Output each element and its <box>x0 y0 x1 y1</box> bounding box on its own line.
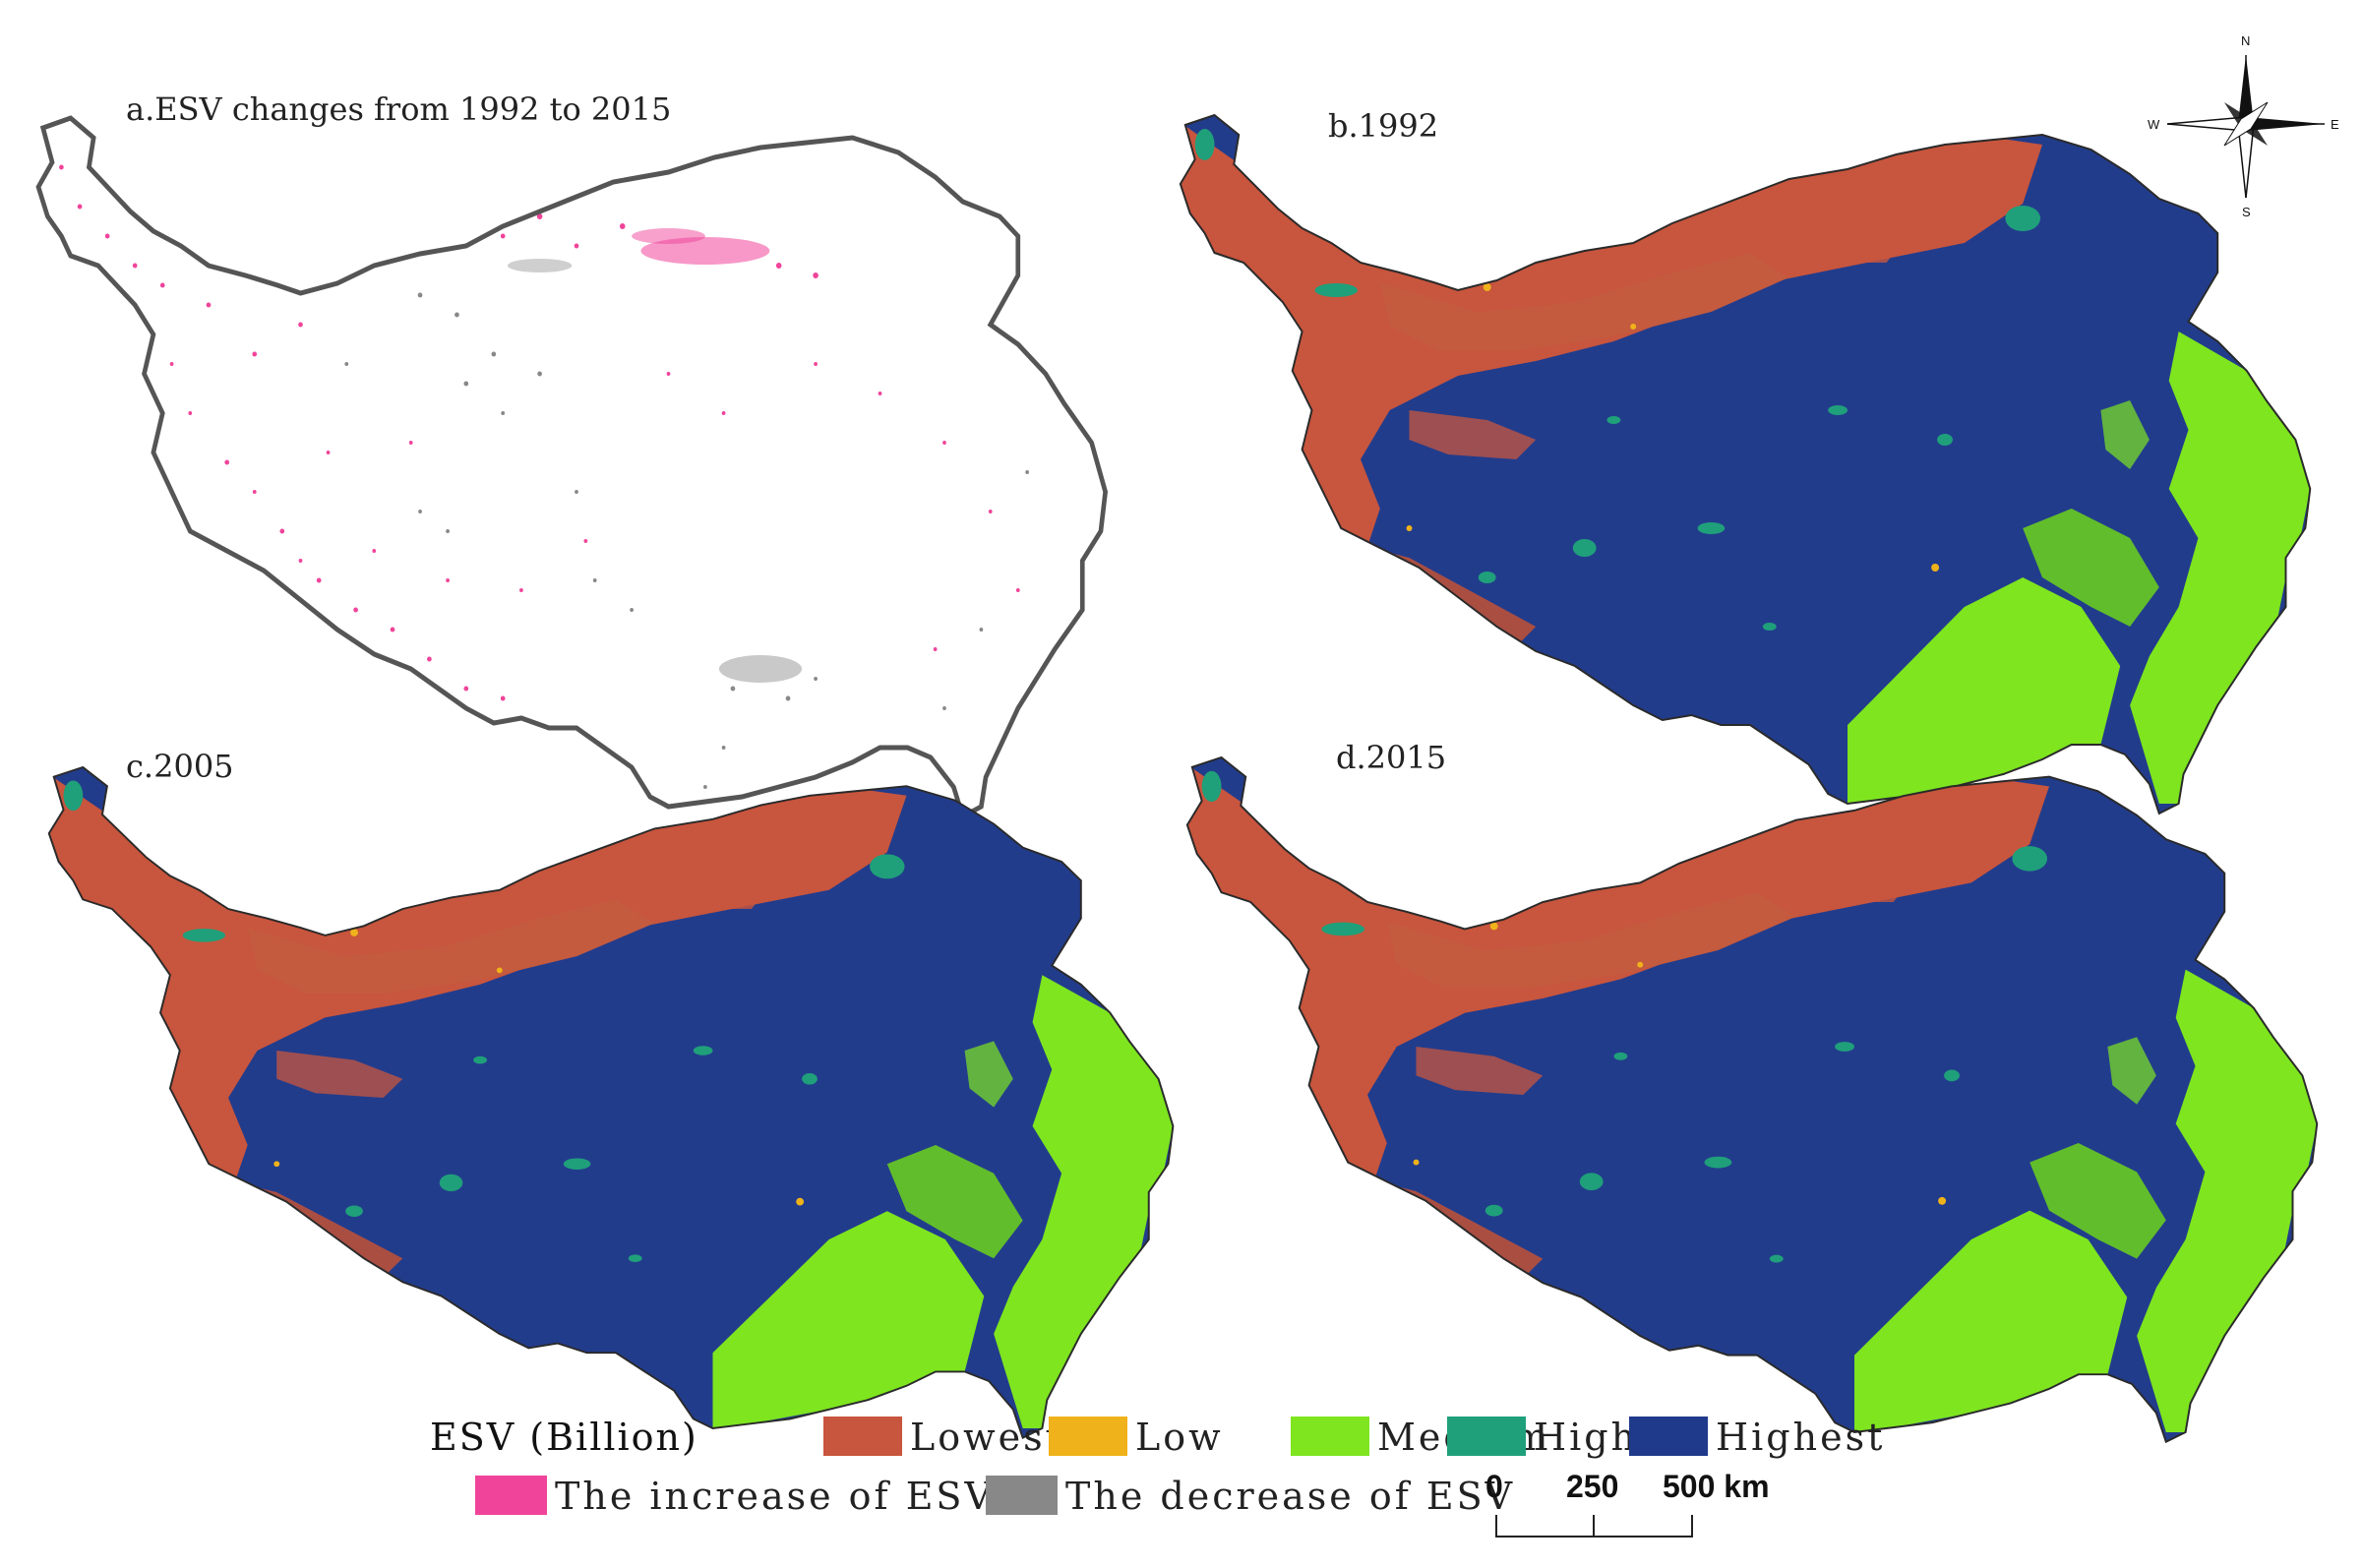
legend-label-low: Low <box>1135 1416 1224 1459</box>
scale-tick-0: 0 <box>1485 1469 1503 1504</box>
panel-b-title: b.1992 <box>1328 107 1438 145</box>
compass-s-label: S <box>2242 205 2251 219</box>
panel-a: a.ESV changes from 1992 to 2015 <box>38 90 1106 816</box>
legend-changes: The increase of ESV The decrease of ESV <box>475 1475 1515 1518</box>
legend-swatch-high <box>1447 1417 1526 1456</box>
legend-swatch-medium <box>1291 1417 1369 1456</box>
north-pointer-icon <box>2238 55 2254 132</box>
legend-swatch-lowest <box>823 1417 902 1456</box>
legend-label-highest: Highest <box>1716 1416 1885 1459</box>
scale-bar-line <box>1495 1515 1693 1538</box>
esv-map-2015 <box>1163 748 2351 1461</box>
panel-a-title: a.ESV changes from 1992 to 2015 <box>126 90 671 128</box>
esv-map-1992 <box>1156 105 2344 833</box>
legend-title: ESV (Billion) <box>430 1416 698 1459</box>
legend-classes: LowestLowMediumHighHighest <box>823 1416 1885 1459</box>
legend-label-high: High <box>1534 1416 1638 1459</box>
panel-d: d.2015 <box>1163 739 2351 1461</box>
legend-swatch-increase <box>475 1476 547 1515</box>
legend-label-lowest: Lowest <box>910 1416 1063 1459</box>
legend-swatch-decrease <box>986 1476 1058 1515</box>
scale-tick-250: 250 <box>1566 1469 1618 1504</box>
panel-c-title: c.2005 <box>126 748 234 785</box>
compass-e-label: E <box>2331 117 2339 132</box>
compass-w-label: W <box>2148 117 2160 132</box>
legend-swatch-highest <box>1629 1417 1708 1456</box>
scale-bar: 0 250 500 km <box>1485 1469 1770 1538</box>
panel-d-title: d.2015 <box>1336 739 1446 776</box>
east-pointer-icon <box>2240 117 2325 131</box>
compass-n-label: N <box>2241 33 2250 48</box>
legend-label-increase: The increase of ESV <box>555 1475 995 1518</box>
panel-b: b.1992 <box>1156 105 2344 833</box>
esv-map-2005 <box>25 757 1207 1456</box>
legend-swatch-low <box>1049 1417 1127 1456</box>
panel-c: c.2005 <box>25 748 1207 1457</box>
legend: ESV (Billion) LowestLowMediumHighHighest… <box>430 1416 1885 1518</box>
legend-label-decrease: The decrease of ESV <box>1065 1475 1515 1518</box>
scale-tick-500: 500 km <box>1663 1469 1770 1504</box>
change-map-a <box>38 118 1106 816</box>
north-arrow: N S E W <box>2148 33 2339 219</box>
